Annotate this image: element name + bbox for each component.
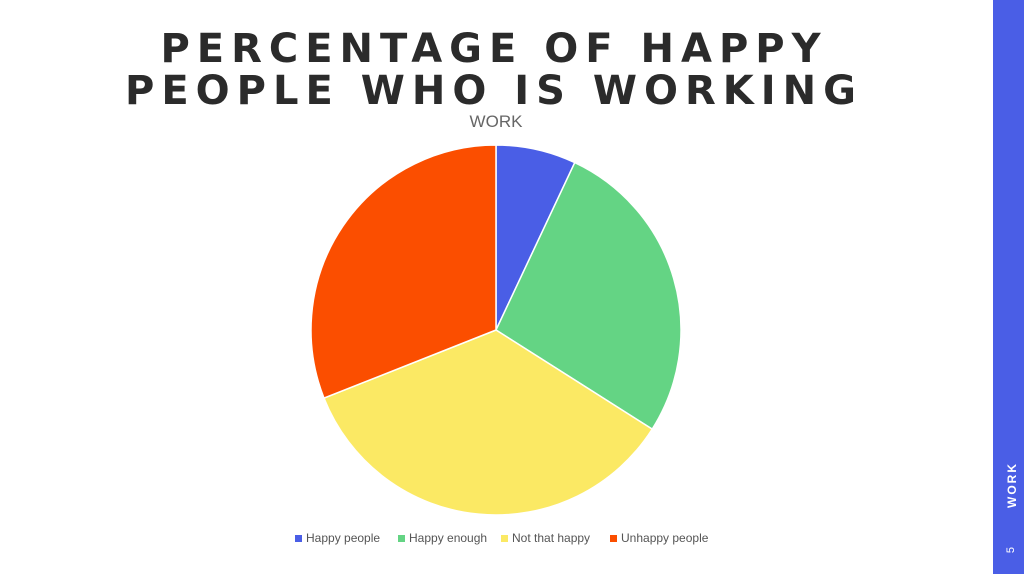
page-number: 5 xyxy=(1005,547,1017,553)
legend-label: Not that happy xyxy=(512,531,590,545)
chart-title: WORK xyxy=(470,112,524,131)
sidebar-label: WORK xyxy=(1005,462,1019,508)
legend-marker xyxy=(610,535,617,542)
slide-heading: PEOPLE WHO IS WORKING xyxy=(125,68,863,114)
legend-label: Happy people xyxy=(306,531,380,545)
pie-slice xyxy=(323,329,654,516)
slide-heading: PERCENTAGE OF HAPPY xyxy=(160,26,827,72)
sidebar xyxy=(993,0,1024,574)
legend-label: Happy enough xyxy=(409,531,487,545)
pie-slice xyxy=(310,144,497,400)
legend-marker xyxy=(501,535,508,542)
legend-marker xyxy=(295,535,302,542)
legend-marker xyxy=(398,535,405,542)
legend-label: Unhappy people xyxy=(621,531,709,545)
pie-slice xyxy=(495,161,682,431)
